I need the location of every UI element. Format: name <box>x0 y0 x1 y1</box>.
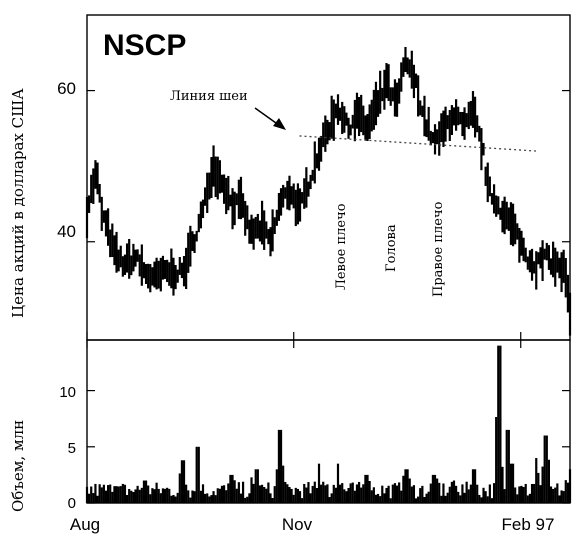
axes <box>86 14 571 504</box>
price-series <box>85 46 572 336</box>
x-tick-aug: Aug <box>70 515 100 534</box>
chart-title: NSCP <box>103 29 186 62</box>
volume-tick-10: 10 <box>59 384 76 401</box>
neckline-arrowhead <box>273 118 286 130</box>
x-tick-feb97: Feb 97 <box>502 515 555 534</box>
x-tick-nov: Nov <box>282 515 313 534</box>
price-tick-60: 60 <box>57 79 76 98</box>
volume-axis-label: Объем, млн <box>9 420 27 512</box>
volume-tick-0: 0 <box>68 495 76 512</box>
neckline-label: Линия шеи <box>170 89 248 104</box>
price-axis-label: Цена акций в долларах США <box>9 88 27 318</box>
volume-series <box>85 345 572 503</box>
price-tick-40: 40 <box>57 222 76 241</box>
volume-plot-frame <box>86 339 571 504</box>
left-shoulder-label: Левое плечо <box>334 203 349 290</box>
volume-tick-5: 5 <box>68 440 76 457</box>
price-plot-frame <box>86 14 571 341</box>
head-label: Голова <box>384 224 399 272</box>
neckline <box>299 135 537 152</box>
right-shoulder-label: Правое плечо <box>431 201 446 297</box>
